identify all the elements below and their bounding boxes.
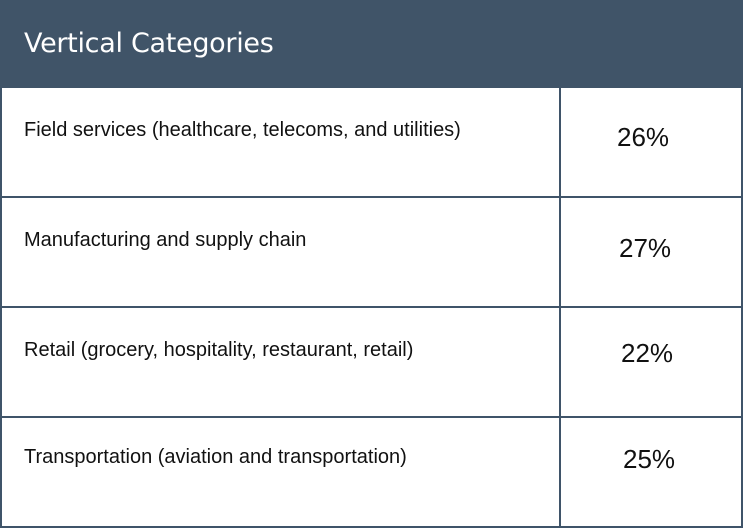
column-divider	[559, 198, 561, 307]
category-label: Transportation (aviation and transportat…	[24, 446, 407, 468]
column-divider	[559, 88, 561, 198]
category-percentage: 26%	[617, 122, 670, 152]
table-title: Vertical Categories	[24, 28, 274, 59]
column-divider	[559, 418, 561, 526]
table-row: Retail (grocery, hospitality, restaurant…	[0, 306, 741, 417]
category-percentage: 22%	[621, 338, 674, 368]
column-divider	[559, 308, 561, 417]
category-percentage: 25%	[623, 444, 676, 474]
category-percentage: 27%	[619, 233, 672, 263]
category-label: Retail (grocery, hospitality, restaurant…	[24, 339, 414, 361]
category-label: Field services (healthcare, telecoms, an…	[24, 119, 461, 141]
table-row: Field services (healthcare, telecoms, an…	[0, 88, 741, 198]
category-label: Manufacturing and supply chain	[24, 229, 307, 251]
table-header: Vertical Categories	[0, 0, 741, 88]
table-row: Manufacturing and supply chain 27%	[0, 196, 741, 307]
table-row: Transportation (aviation and transportat…	[0, 416, 741, 526]
